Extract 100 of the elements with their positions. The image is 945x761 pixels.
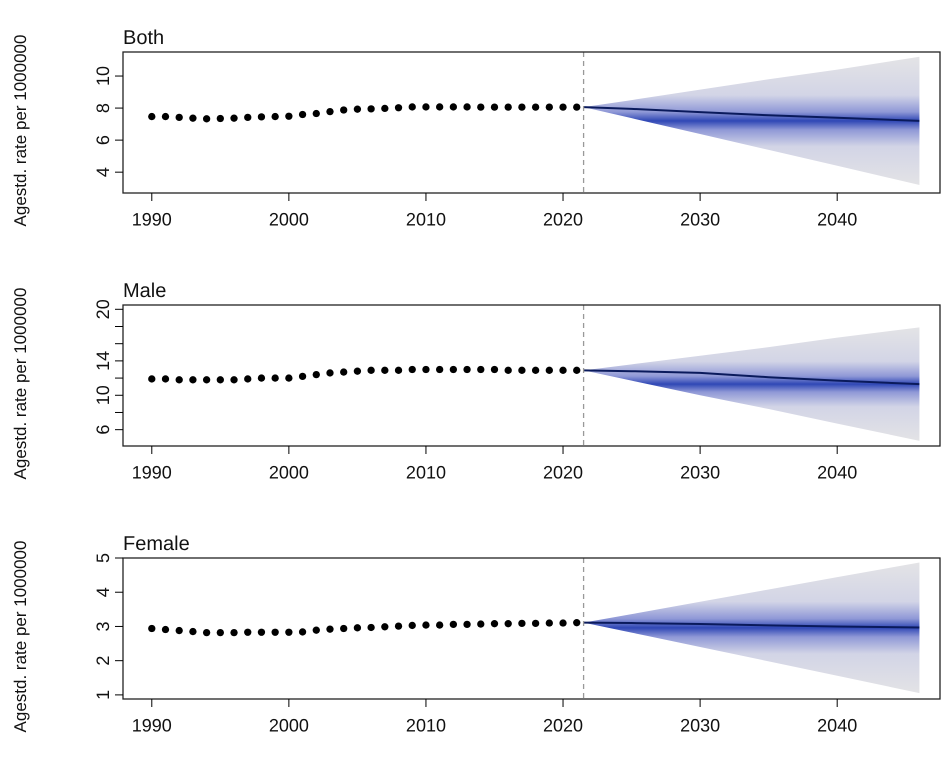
- point: [394, 366, 402, 374]
- y-tick-label: 10: [93, 66, 113, 86]
- y-tick-label: 4: [93, 587, 113, 598]
- y-axis-title: Agestd. rate per 1000000: [11, 288, 30, 480]
- point: [436, 621, 444, 629]
- point: [450, 366, 458, 374]
- point: [298, 372, 306, 380]
- point: [367, 624, 375, 632]
- point: [463, 620, 471, 628]
- point: [148, 112, 156, 120]
- line-series: [582, 106, 920, 122]
- point: [477, 620, 484, 628]
- point: [477, 366, 484, 374]
- point: [367, 105, 375, 113]
- x-tick-label: 2000: [268, 210, 309, 230]
- point: [532, 620, 540, 628]
- y-axis-title: Agestd. rate per 1000000: [11, 540, 30, 732]
- y-tick-label: 1: [93, 690, 113, 700]
- point: [216, 376, 224, 384]
- point: [162, 375, 170, 383]
- point: [518, 366, 526, 374]
- point: [450, 620, 458, 628]
- point: [244, 114, 252, 122]
- point: [381, 366, 388, 374]
- x-tick-label: 2020: [543, 462, 584, 483]
- point: [422, 621, 430, 629]
- x-tick-label: 2010: [406, 462, 446, 483]
- point: [258, 113, 266, 121]
- point: [148, 375, 156, 383]
- x-tick-label: 2010: [406, 210, 446, 230]
- point: [298, 110, 306, 118]
- point: [340, 368, 348, 376]
- x-tick-label: 2010: [406, 716, 446, 736]
- y-tick-label: 2: [93, 656, 113, 666]
- point: [546, 366, 553, 374]
- point: [532, 366, 540, 374]
- point: [490, 620, 498, 628]
- point: [298, 628, 306, 636]
- point: [312, 370, 320, 378]
- point: [436, 366, 444, 374]
- point: [573, 103, 580, 111]
- y-tick-label: 6: [93, 135, 113, 146]
- y-axis-title: Agestd. rate per 1000000: [11, 34, 30, 226]
- y-tick-label: 20: [93, 299, 113, 320]
- y-tick-label: 6: [93, 424, 113, 435]
- point: [559, 366, 567, 374]
- point: [354, 106, 362, 113]
- point: [326, 108, 334, 116]
- point: [230, 114, 238, 122]
- point: [394, 622, 402, 630]
- point: [559, 103, 567, 111]
- line-series: [582, 369, 920, 386]
- point: [518, 620, 526, 628]
- point: [202, 115, 210, 122]
- y-tick-label: 3: [93, 621, 113, 632]
- point: [326, 626, 334, 633]
- x-tick-label: 2030: [680, 716, 720, 736]
- point: [546, 619, 553, 627]
- x-tick-label: 2040: [817, 462, 858, 483]
- point: [381, 623, 388, 630]
- point: [312, 110, 320, 118]
- y-tick-label: 10: [93, 385, 113, 406]
- x-tick-label: 2020: [543, 210, 584, 230]
- x-tick-label: 2020: [543, 716, 584, 736]
- point: [340, 106, 348, 114]
- x-tick-label: 1990: [132, 716, 172, 736]
- point: [408, 366, 416, 374]
- point: [546, 103, 553, 111]
- point: [272, 112, 279, 120]
- point: [272, 374, 279, 382]
- chart-title: Male: [123, 280, 166, 302]
- x-tick-label: 2030: [680, 210, 720, 230]
- point: [258, 628, 266, 636]
- x-tick-label: 2040: [817, 716, 858, 736]
- point: [504, 620, 512, 628]
- point: [394, 104, 402, 112]
- point: [354, 624, 362, 632]
- point: [422, 103, 430, 111]
- point: [559, 619, 567, 627]
- point: [285, 374, 293, 382]
- point: [176, 376, 183, 384]
- point: [244, 375, 252, 383]
- point: [272, 628, 279, 636]
- point: [490, 103, 498, 111]
- point: [202, 376, 210, 384]
- point: [230, 628, 238, 636]
- x-tick-label: 2030: [680, 462, 720, 483]
- point: [176, 626, 183, 634]
- point: [367, 366, 375, 374]
- point: [244, 628, 252, 636]
- point: [354, 368, 362, 375]
- point: [450, 103, 458, 111]
- point: [162, 626, 170, 634]
- point: [189, 114, 197, 122]
- point: [518, 103, 526, 111]
- point: [162, 112, 170, 120]
- point: [312, 626, 320, 634]
- point: [258, 374, 266, 382]
- point: [326, 369, 334, 377]
- point: [504, 103, 512, 111]
